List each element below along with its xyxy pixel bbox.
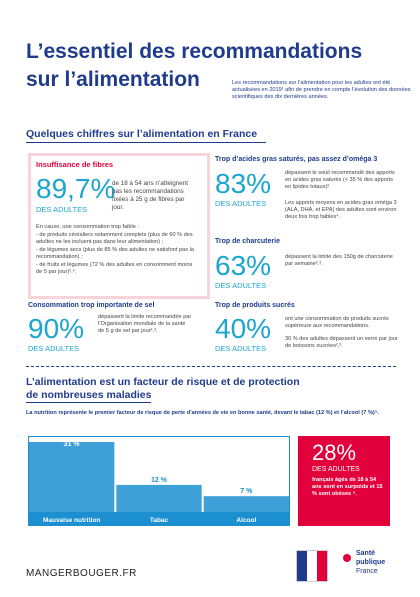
stat-unit: DES ADULTES — [215, 281, 267, 290]
stat-text: de 18 à 54 ans n’atteignent pas les reco… — [112, 180, 188, 211]
separator — [26, 366, 396, 367]
stat-unit: DES ADULTES — [215, 344, 267, 353]
risk-chart: 31 % Mauvaise nutrition 12 % Tabac 7 % Alcool — [28, 436, 290, 526]
logo-text: publique — [356, 559, 386, 566]
logo-text: Santé — [356, 550, 376, 557]
stat-text: 30 % des adultes dépassent un verre par … — [285, 336, 398, 349]
title: sur l’alimentation — [26, 68, 200, 91]
cause-line: - de fruits et légumes (72 % des adultes… — [36, 262, 193, 275]
bar — [29, 442, 115, 512]
stat-text: ont une consommation de produits sucrés … — [285, 316, 389, 329]
logo-text: France — [356, 568, 378, 575]
intro: Les recommandations sur l’alimentation p… — [232, 80, 411, 100]
title: L’essentiel des recommandations — [26, 40, 363, 63]
fibres-title: Insuffisance de fibres — [36, 160, 114, 169]
bar — [203, 496, 289, 512]
section-heading: Quelques chiffres sur l’alimentation en … — [26, 128, 266, 143]
category-label: Alcool — [236, 517, 256, 524]
stat-text: dépassent le seuil recommandé des apport… — [285, 170, 395, 190]
item-title: Trop de charcuterie — [215, 238, 280, 245]
obesity-box — [298, 436, 390, 526]
stat-text: français âgés de 18 à 54 ans sont en sur… — [312, 477, 383, 497]
stat-text: dépassent la limite des 150g de charcute… — [285, 254, 393, 267]
stat: 40% — [215, 313, 272, 344]
category-label: Mauvaise nutrition — [43, 517, 100, 524]
causes: En cause, une consommation trop faible :… — [36, 224, 196, 277]
label-strip — [28, 512, 290, 526]
stat: 83% — [215, 168, 272, 199]
stat: 89,7% — [36, 173, 116, 204]
stat-unit: DES ADULTES — [215, 199, 267, 208]
item-title: Consommation trop importante de sel — [28, 302, 155, 309]
fibres-box — [28, 153, 210, 299]
stat-text: Les apports moyens en acides gras oméga … — [285, 200, 397, 220]
section-heading: de nombreuses maladies — [26, 389, 152, 403]
value-label: 31 % — [64, 441, 81, 448]
item-title: Trop de produits sucrés — [215, 302, 295, 309]
section-heading: L’alimentation est un facteur de risque … — [26, 376, 300, 388]
cause-line: En cause, une consommation trop faible : — [36, 224, 139, 230]
stat-unit: DES ADULTES — [36, 205, 88, 214]
logo-dot — [343, 554, 351, 562]
stat-text: dépassent la limite recommandée par l’Or… — [98, 314, 192, 334]
cause-line: - de légumes secs (plus de 85 % des adul… — [36, 247, 194, 260]
stat: 90% — [28, 313, 85, 344]
section-intro: La nutrition représente le premier facte… — [26, 410, 379, 416]
cause-line: - de produits céréaliers notamment compl… — [36, 232, 193, 245]
site: MANGERBOUGER.FR — [26, 568, 137, 579]
category-label: Tabac — [150, 517, 169, 524]
stat: 28% — [312, 440, 357, 465]
stat-unit: DES ADULTES — [312, 466, 360, 473]
republic-logo — [296, 550, 328, 582]
item-title: Trop d’acides gras saturés, pas assez d’… — [215, 156, 378, 163]
stat: 63% — [215, 250, 272, 281]
bar — [116, 484, 202, 512]
stat-unit: DES ADULTES — [28, 344, 80, 353]
value-label: 7 % — [240, 488, 253, 495]
value-label: 12 % — [151, 477, 168, 484]
